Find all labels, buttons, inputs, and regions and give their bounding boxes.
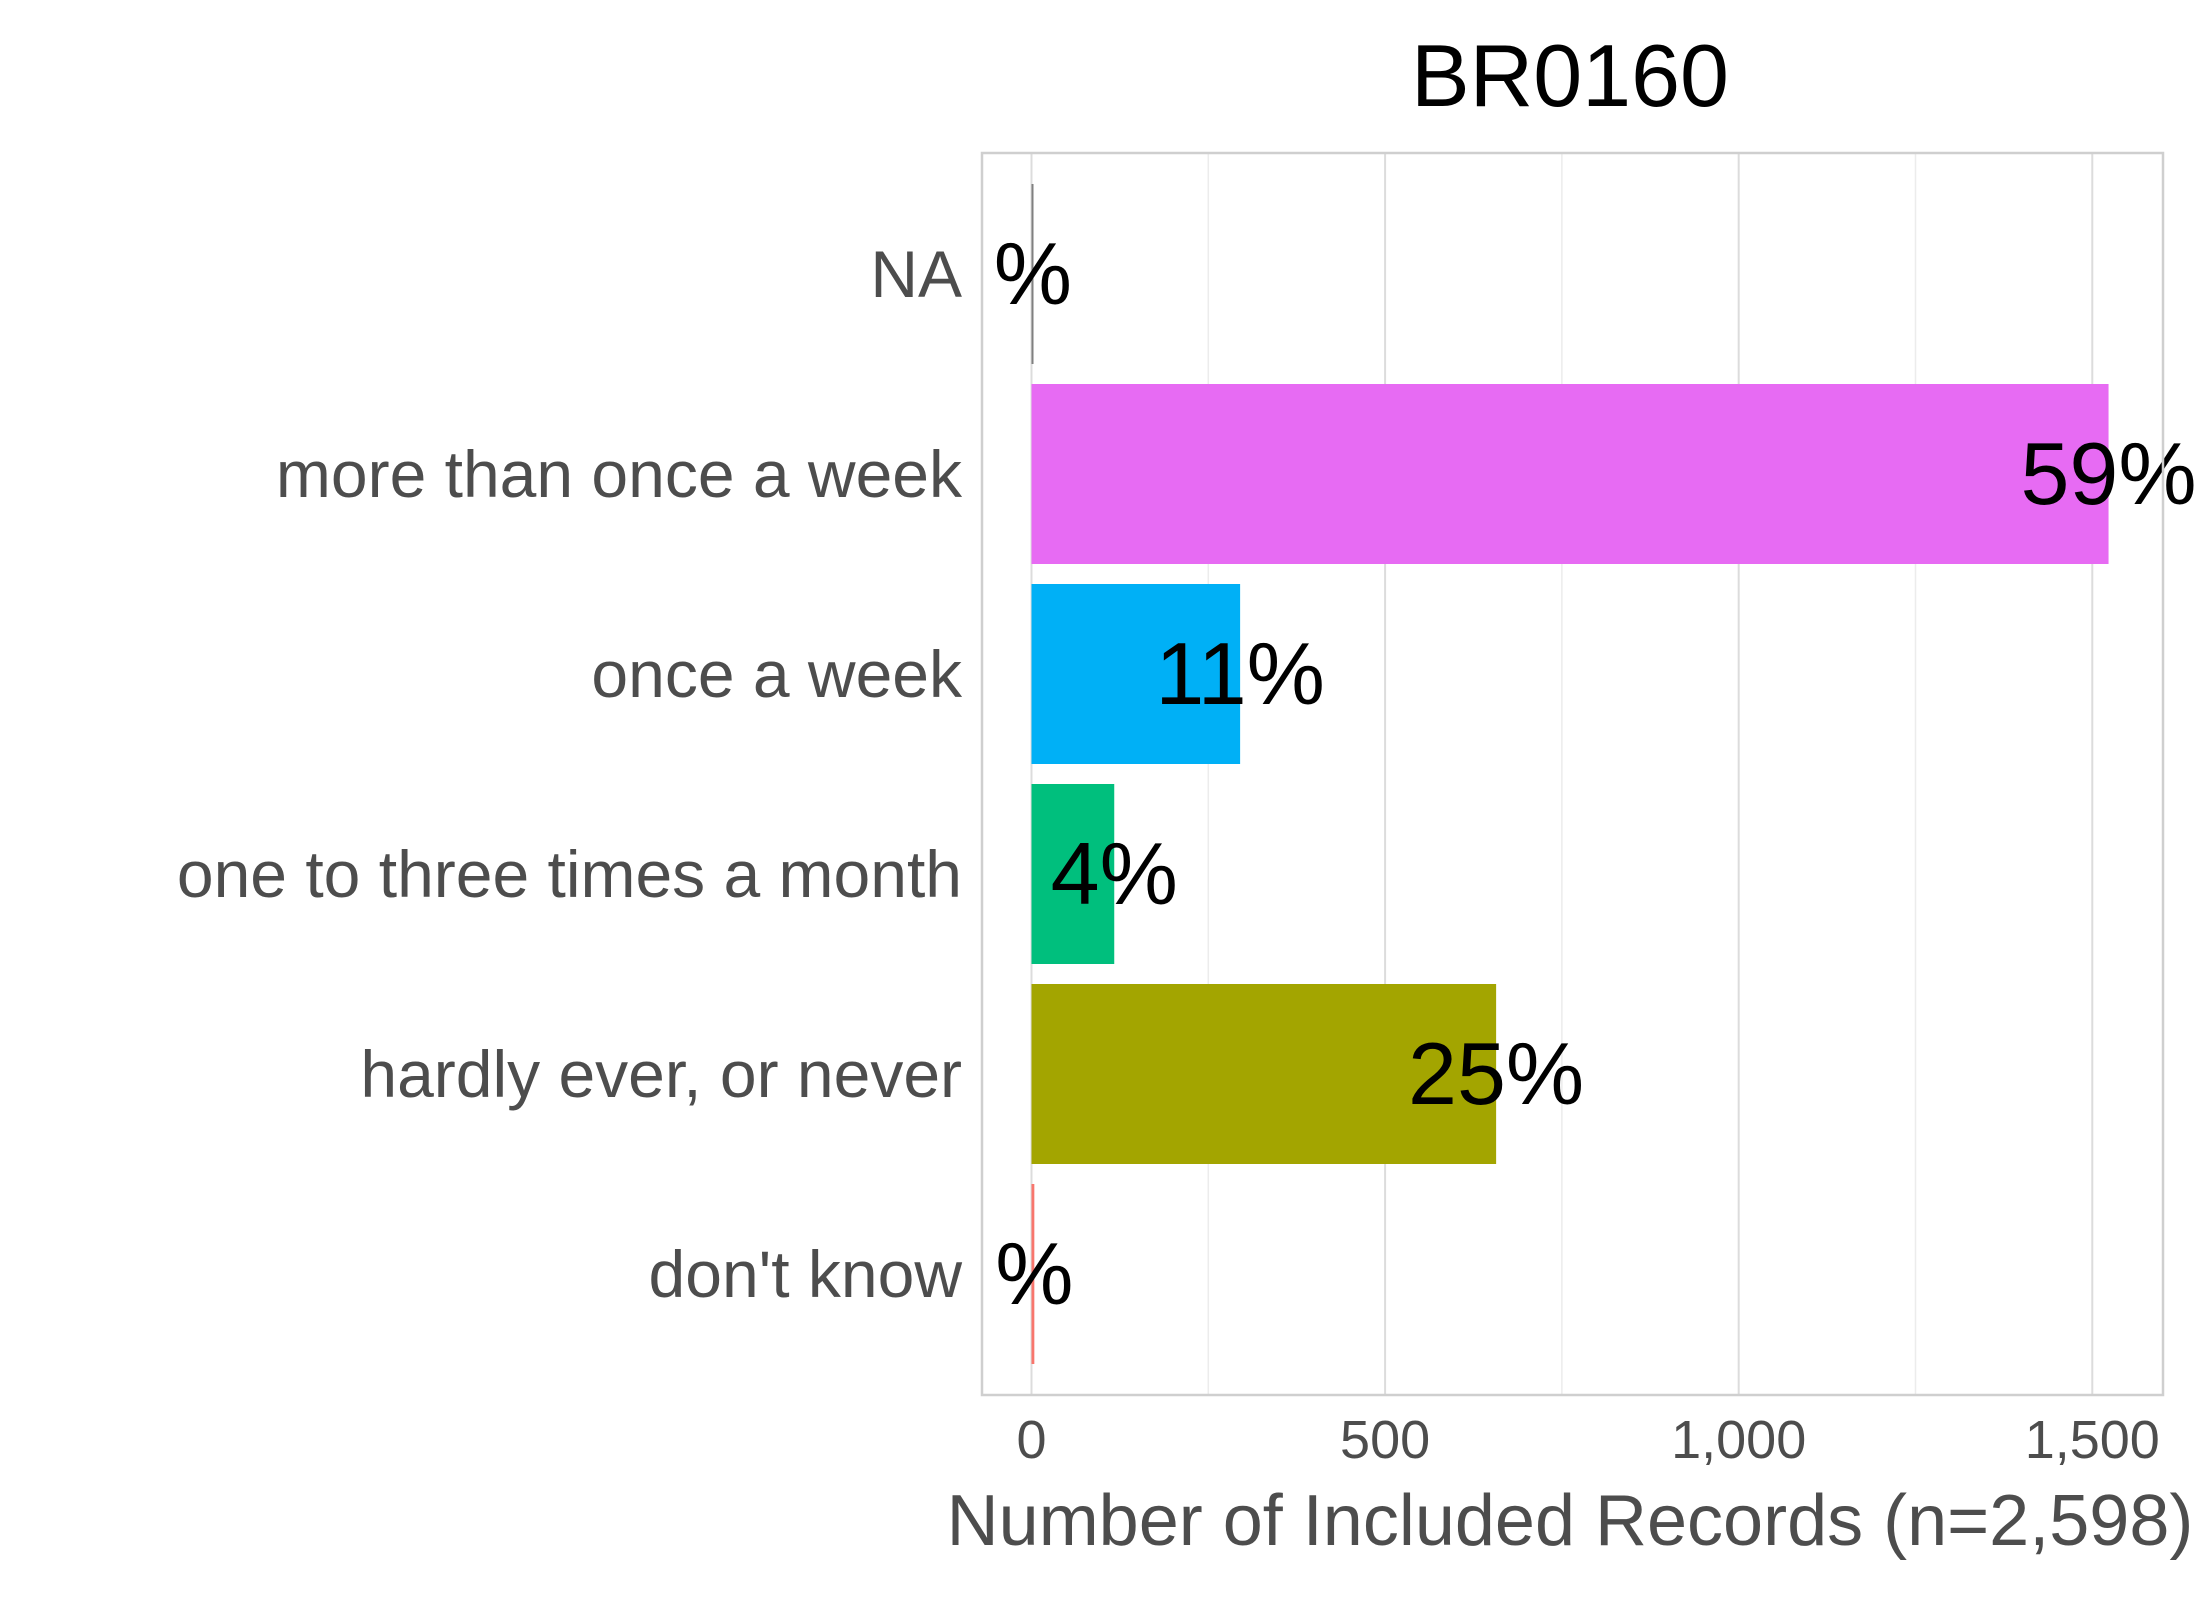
category-label: one to three times a month: [177, 837, 962, 911]
x-axis-title: Number of Included Records (n=2,598): [947, 1481, 2194, 1561]
bars: [1031, 184, 2109, 1364]
data-label: 11%: [1155, 624, 1325, 723]
bar-once-a-week: [1031, 584, 1241, 764]
x-tick-labels: 0 500 1,000 1,500: [1016, 1410, 2159, 1470]
category-label: more than once a week: [276, 437, 963, 511]
bar-more-than-once-a-week: [1031, 384, 2109, 564]
plot-panel-border: [980, 151, 2165, 1397]
x-tick-label: 0: [1016, 1410, 1046, 1470]
data-label: 25%: [1408, 1024, 1584, 1123]
grid-lines: [1030, 153, 2094, 1395]
category-label: don't know: [649, 1237, 963, 1311]
data-label: 4%: [1051, 824, 1178, 923]
bar-hardly-ever-or-never: [1031, 984, 1497, 1164]
bar-na: [1031, 184, 1034, 364]
x-tick-label: 1,500: [2025, 1410, 2160, 1470]
data-label: 59%: [2020, 424, 2196, 523]
bar-one-to-three-times-a-month: [1031, 784, 1115, 964]
data-label: %: [994, 224, 1072, 323]
bar-don-t-know: [1031, 1184, 1035, 1364]
category-labels: NA more than once a week once a week one to…: [177, 237, 963, 1311]
category-label: once a week: [591, 637, 963, 711]
category-label: NA: [870, 237, 962, 311]
data-label: %: [995, 1224, 1073, 1323]
x-tick-label: 1,000: [1671, 1410, 1806, 1470]
data-labels: % 59% 11% 4% 25%%: [994, 224, 2197, 1323]
chart-title: BR0160: [1411, 26, 1729, 125]
x-tick-label: 500: [1340, 1410, 1430, 1470]
category-label: hardly ever, or never: [360, 1037, 962, 1111]
